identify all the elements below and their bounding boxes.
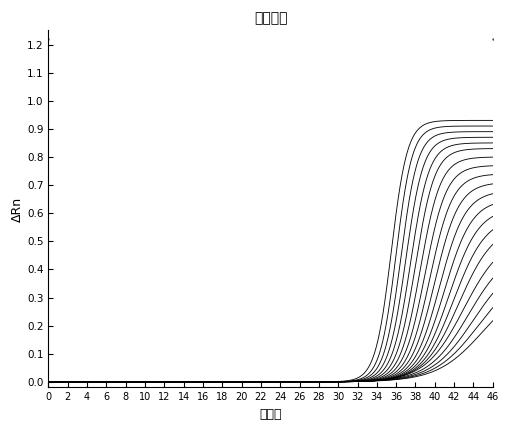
Y-axis label: ΔRn: ΔRn [11, 197, 24, 222]
Title: 扩增曲线: 扩增曲线 [253, 11, 287, 25]
X-axis label: 循环数: 循环数 [259, 408, 281, 421]
